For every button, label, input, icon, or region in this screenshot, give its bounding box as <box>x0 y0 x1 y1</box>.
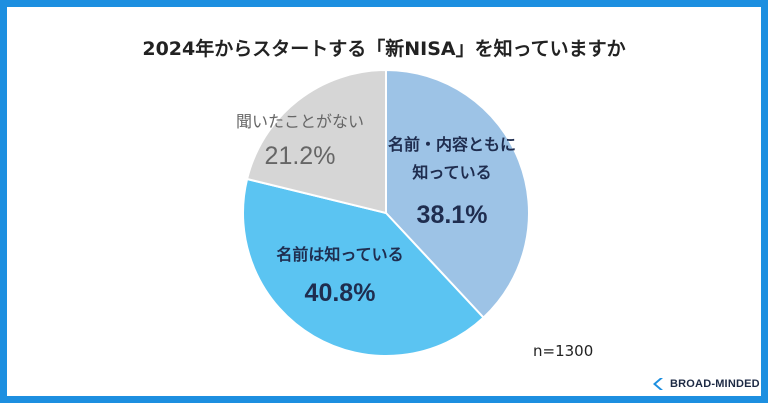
pie-slice-0 <box>385 68 530 320</box>
slice-label-2-line-0: 聞いたことがない <box>236 112 364 131</box>
slice-value-1: 40.8% <box>305 279 376 307</box>
slice-label-1-line-0: 名前は知っている <box>276 245 403 264</box>
bm-logo-icon <box>653 378 663 390</box>
brand-name: BROAD-MINDED <box>670 378 760 390</box>
chart-title: 2024年からスタートする「新NISA」を知っていますか <box>142 38 626 60</box>
slice-label-0-line-0: 名前・内容ともに <box>388 135 516 154</box>
slice-value-2: 21.2% <box>265 142 336 170</box>
slice-value-0: 38.1% <box>417 201 488 229</box>
brand-logo: BROAD-MINDED <box>652 377 760 391</box>
pie-slice-2 <box>245 68 387 215</box>
pie-slice-1 <box>242 177 485 357</box>
slice-label-0-line-1: 知っている <box>412 163 491 182</box>
sample-size-note: n=1300 <box>533 342 594 360</box>
